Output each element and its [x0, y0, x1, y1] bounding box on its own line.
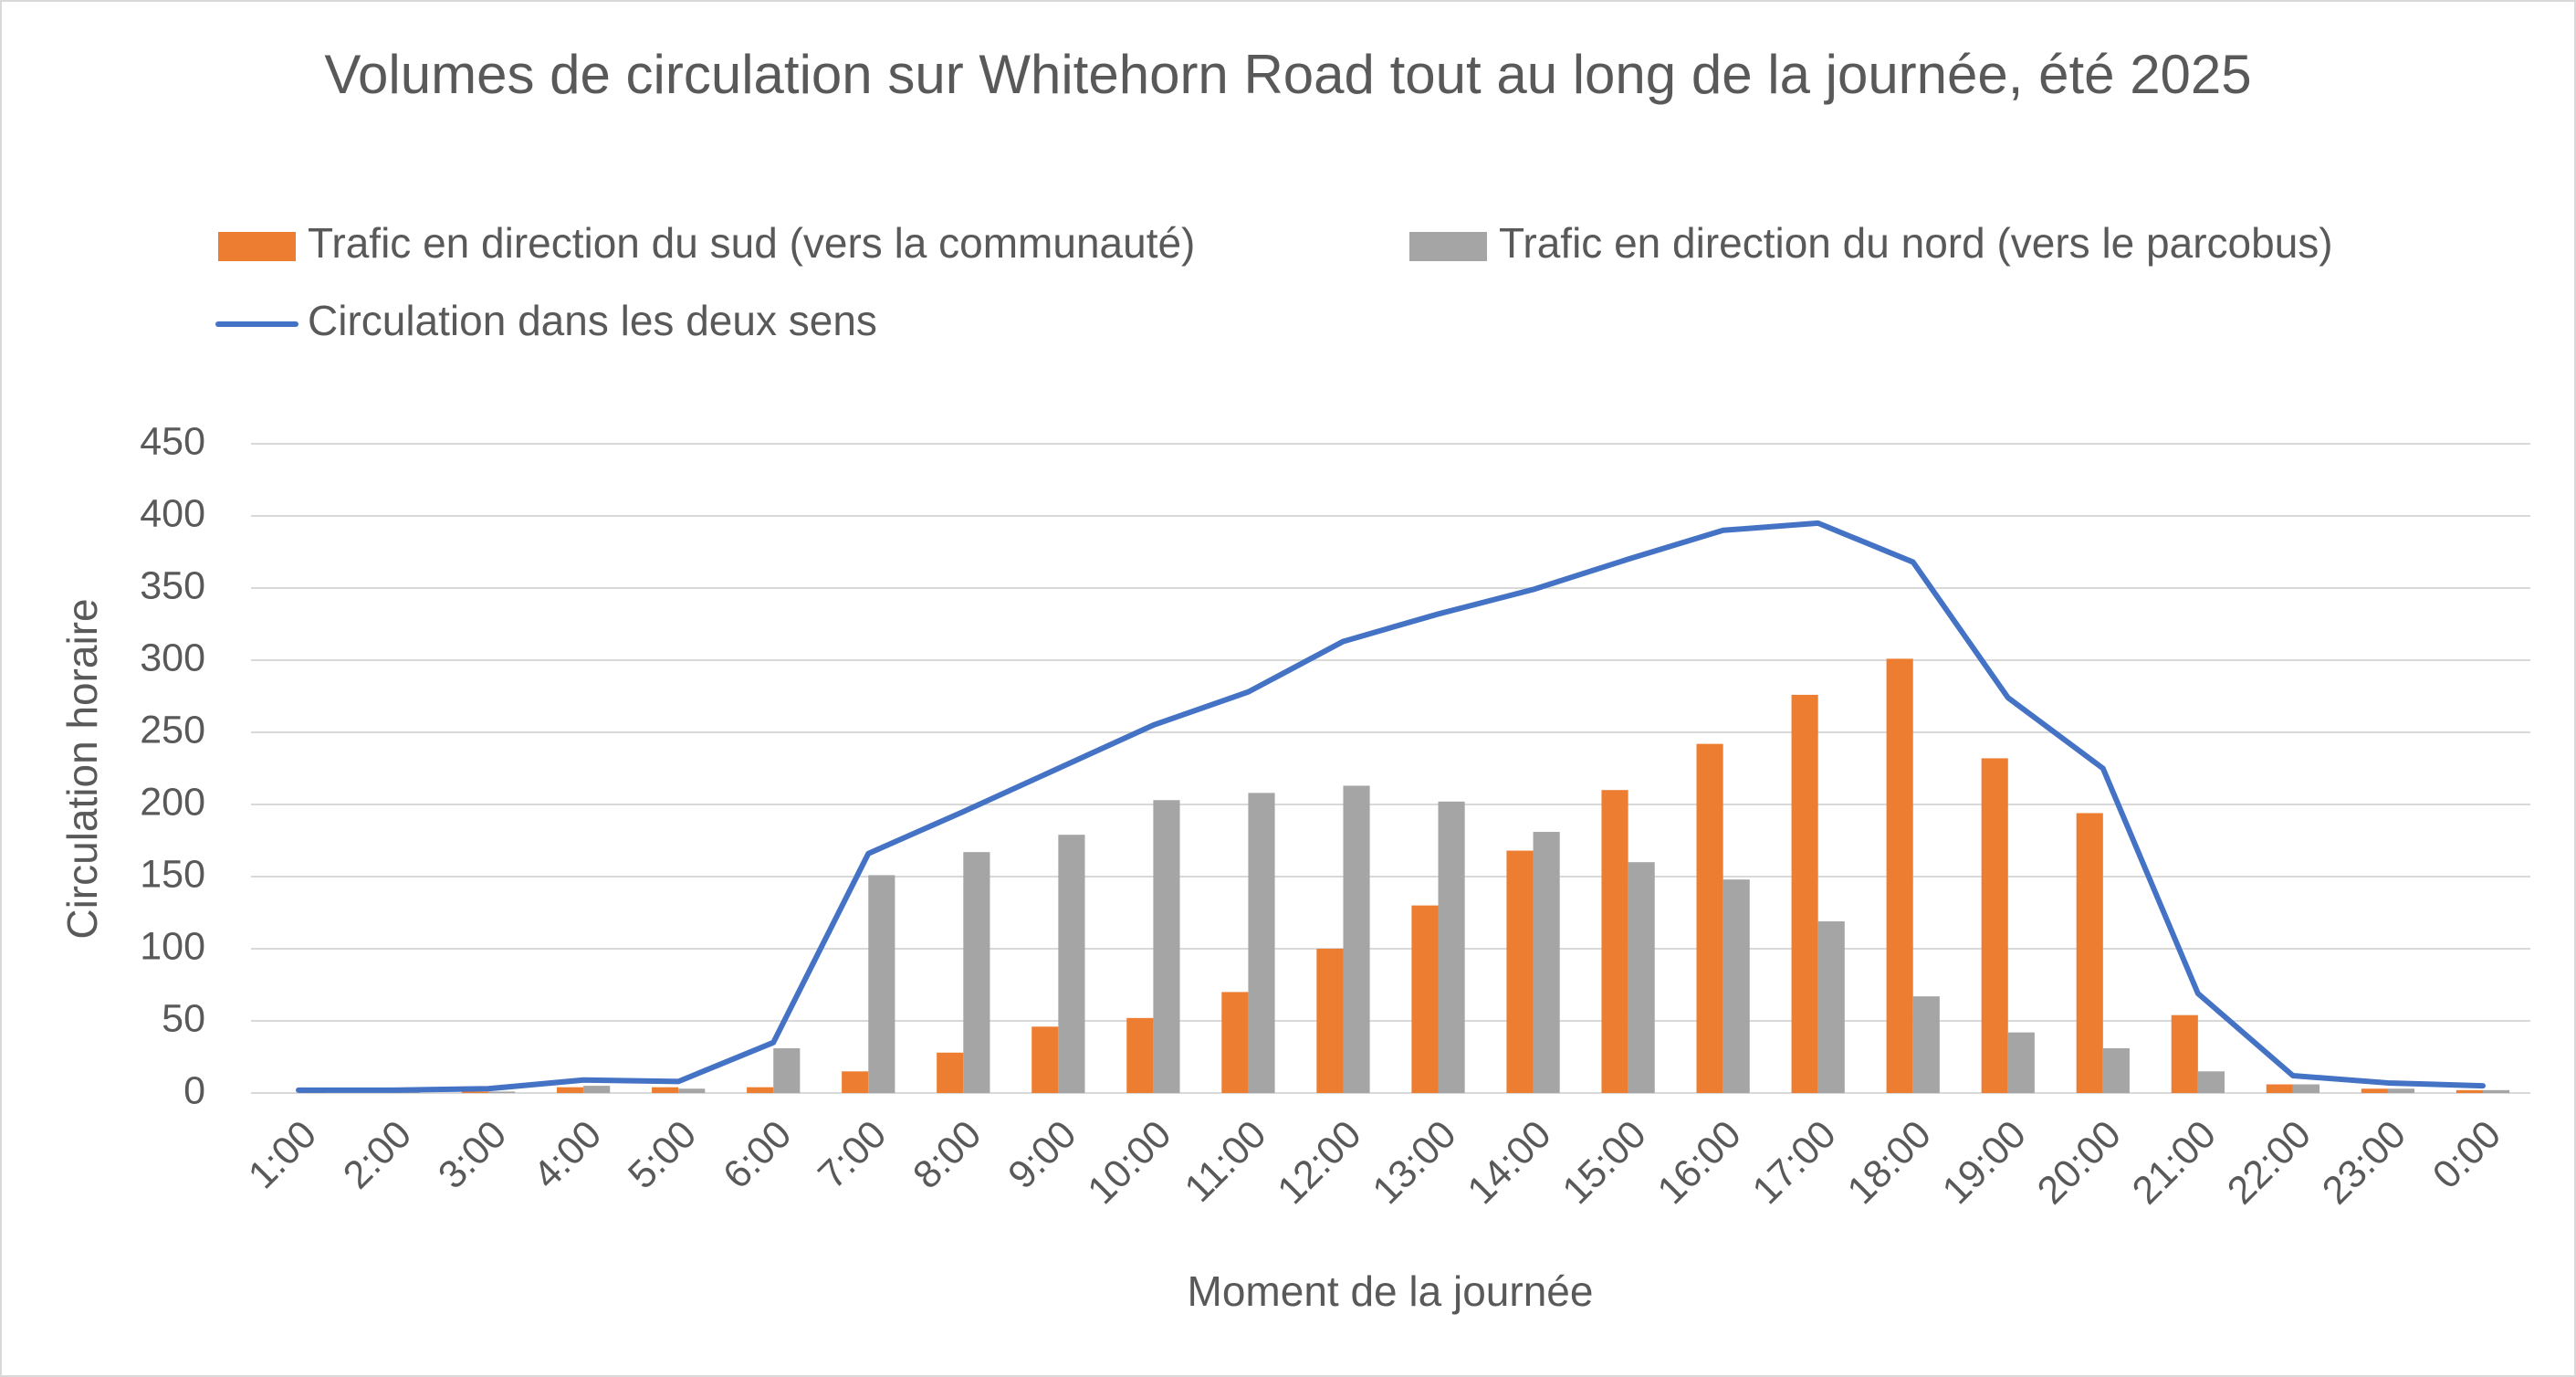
bar [2076, 813, 2103, 1093]
bar [2361, 1088, 2388, 1093]
bar [2266, 1084, 2293, 1093]
bar [1438, 801, 1465, 1093]
x-tick-label: 0:00 [2424, 1112, 2509, 1197]
bar [1411, 905, 1439, 1093]
bar [1248, 793, 1275, 1093]
line [296, 520, 2486, 1093]
legend-swatch [218, 232, 296, 261]
bar [2482, 1089, 2510, 1093]
x-tick-label: 9:00 [1000, 1112, 1084, 1197]
y-tick-label: 450 [140, 419, 205, 463]
bar [1886, 658, 1913, 1093]
bar [2387, 1088, 2415, 1093]
x-tick-label: 14:00 [1460, 1112, 1560, 1213]
x-tick-label: 8:00 [905, 1112, 990, 1197]
chart-title: Volumes de circulation sur Whitehorn Roa… [324, 44, 2252, 105]
bar [773, 1048, 801, 1093]
x-tick-label: 1:00 [240, 1112, 325, 1197]
x-tick-label: 5:00 [620, 1112, 705, 1197]
bar [2007, 1032, 2035, 1093]
x-tick-label: 3:00 [430, 1112, 515, 1197]
x-tick-label: 11:00 [1177, 1112, 1275, 1211]
bar [2292, 1084, 2320, 1093]
bar [747, 1087, 774, 1093]
bar [557, 1087, 584, 1093]
x-tick-label: 20:00 [2029, 1112, 2130, 1213]
bar [461, 1091, 489, 1093]
bar [842, 1071, 869, 1093]
bar [2171, 1014, 2198, 1093]
bar [488, 1091, 516, 1093]
bar [1126, 1017, 1154, 1093]
bar [678, 1088, 706, 1093]
legend-swatch [1409, 232, 1487, 261]
bar [1533, 832, 1560, 1093]
bar [1221, 992, 1249, 1093]
y-tick-label: 250 [140, 708, 205, 752]
x-tick-label: 10:00 [1079, 1112, 1179, 1213]
x-tick-label: 19:00 [1934, 1112, 2035, 1213]
legend-label: Trafic en direction du nord (vers le par… [1499, 219, 2333, 267]
bar [1628, 862, 1655, 1093]
x-tick-label: 15:00 [1555, 1112, 1655, 1213]
bar [1031, 1026, 1059, 1093]
bar [1696, 743, 1723, 1093]
y-tick-label: 200 [140, 780, 205, 824]
bar [2197, 1071, 2225, 1093]
y-tick-label: 0 [183, 1068, 205, 1112]
x-axis-label: Moment de la journée [1188, 1267, 1594, 1315]
bar [1817, 920, 1845, 1093]
bar [1058, 835, 1085, 1093]
bar [1723, 879, 1750, 1093]
y-tick-label: 50 [162, 996, 205, 1040]
legend-label: Circulation dans les deux sens [308, 297, 877, 344]
y-tick-label: 300 [140, 636, 205, 679]
bar [1912, 996, 1940, 1093]
bar [2456, 1089, 2483, 1093]
x-tick-label: 18:00 [1839, 1112, 1940, 1213]
x-tick-label: 6:00 [715, 1112, 800, 1197]
x-tick-label: 21:00 [2124, 1112, 2225, 1213]
bar [1791, 694, 1818, 1093]
x-tick-label: 13:00 [1365, 1112, 1465, 1213]
x-tick-label: 22:00 [2219, 1112, 2319, 1213]
x-tick-label: 17:00 [1744, 1112, 1845, 1213]
y-tick-label: 150 [140, 852, 205, 896]
x-tick-label: 12:00 [1270, 1112, 1370, 1213]
x-tick-label: 23:00 [2314, 1112, 2414, 1213]
bar [963, 852, 990, 1093]
bar [1981, 758, 2008, 1093]
bar [937, 1052, 964, 1093]
x-tick-label: 7:00 [810, 1112, 895, 1197]
bar [2102, 1048, 2130, 1093]
y-tick-label: 350 [140, 563, 205, 607]
bar [583, 1086, 611, 1093]
bar [868, 875, 895, 1093]
y-tick-label: 400 [140, 491, 205, 535]
x-tick-label: 4:00 [525, 1112, 610, 1197]
legend-label: Trafic en direction du sud (vers la comm… [308, 219, 1195, 267]
bar [1316, 949, 1344, 1093]
bar [1506, 850, 1534, 1093]
y-axis-label: Circulation horaire [58, 598, 106, 939]
x-tick-label: 2:00 [335, 1112, 420, 1197]
bar [652, 1087, 679, 1093]
bar [1343, 785, 1370, 1093]
bar [1153, 800, 1180, 1093]
bar [1601, 790, 1628, 1093]
y-tick-label: 100 [140, 924, 205, 968]
x-tick-label: 16:00 [1649, 1112, 1750, 1213]
